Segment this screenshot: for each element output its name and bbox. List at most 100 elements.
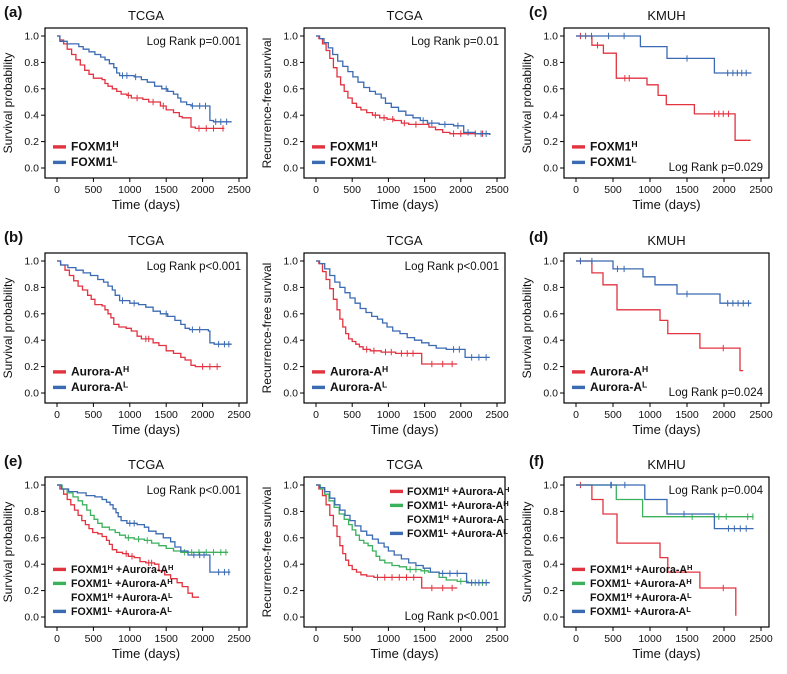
- y-tick-label: 0.2: [283, 136, 298, 148]
- y-tick-label: 0.6: [24, 83, 39, 95]
- plot-frame: [563, 476, 770, 628]
- censor-marks: [579, 32, 729, 118]
- censor-marks: [591, 32, 747, 77]
- panel-f-ylabel: Survival probability: [520, 502, 534, 603]
- y-tick-label: 0.4: [24, 110, 39, 122]
- y-tick-label: 0.0: [24, 612, 39, 624]
- censor-marks: [129, 520, 230, 576]
- y-tick-label: 0.8: [283, 282, 298, 294]
- y-tick-label: 1.0: [24, 256, 39, 268]
- panel-e-title: TCGA: [128, 457, 164, 472]
- y-tick-label: 0.8: [543, 282, 558, 294]
- x-tick-label: 500: [604, 409, 622, 421]
- x-tick-label: 2500: [227, 409, 251, 421]
- plot-frame: [44, 27, 248, 179]
- x-tick-label: 2000: [449, 633, 473, 645]
- panel-a-ylabel: Survival probability: [1, 53, 15, 154]
- panel-b-xlabel: Time (days): [112, 422, 180, 437]
- x-axis: 0 500 1000 1500 2000 2500: [313, 178, 509, 196]
- x-axis: 0 500 1000 1500 2000 2500: [313, 403, 509, 421]
- panel-a-title: TCGA: [128, 8, 164, 23]
- x-tick-label: 0: [54, 633, 60, 645]
- y-tick-label: 0.0: [283, 388, 298, 400]
- censor-marks: [453, 346, 487, 361]
- x-tick-label: 2000: [712, 633, 736, 645]
- y-tick-label: 1.0: [24, 31, 39, 43]
- legend-label: FOXM1L +Aurora-AL: [71, 605, 172, 618]
- curve-foxm1-l: [576, 35, 752, 74]
- y-tick-label: 1.0: [283, 480, 298, 492]
- panel-e2-chart: TCGA 0 500 1000 1500 2000 2500 0.0 0.2 0.4 0.6 0.8 1…: [260, 457, 510, 661]
- plot-frame: [303, 476, 506, 628]
- y-tick-label: 0.8: [24, 57, 39, 69]
- legend-label: Aurora-AL: [590, 379, 647, 394]
- legend-label: FOXM1L: [330, 154, 377, 169]
- censor-marks: [442, 570, 487, 586]
- panel-e2-xlabel: Time (days): [370, 646, 438, 661]
- panel-e-ylabel: Survival probability: [1, 502, 15, 603]
- y-tick-label: 1.0: [543, 256, 558, 268]
- y-tick-label: 0.8: [24, 282, 39, 294]
- panel-e2-title: TCGA: [386, 457, 422, 472]
- y-tick-label: 0.2: [543, 136, 558, 148]
- y-tick-label: 0.8: [283, 506, 298, 518]
- legend-label: FOXM1H: [330, 139, 378, 154]
- x-tick-label: 2000: [449, 409, 473, 421]
- y-tick-label: 0.6: [543, 83, 558, 95]
- panel-a2-chart: TCGA 0 500 1000 1500 2000 2500 0.0 0.2 0.4 0.6 0.8 1…: [260, 8, 509, 212]
- legend-label: Aurora-AL: [330, 379, 387, 394]
- censor-marks: [579, 257, 749, 307]
- y-tick-label: 0.4: [543, 559, 558, 571]
- x-tick-label: 2000: [191, 409, 215, 421]
- y-tick-label: 0.4: [283, 110, 298, 122]
- x-tick-label: 1000: [377, 409, 401, 421]
- x-tick-label: 0: [54, 184, 60, 196]
- x-tick-label: 1000: [638, 633, 662, 645]
- plot-frame: [563, 27, 770, 179]
- legend-label: FOXM1L +Aurora-AL: [590, 605, 691, 618]
- x-axis: 0 500 1000 1500 2000 2500: [573, 403, 773, 421]
- curve-aurora-a-h: [57, 260, 221, 368]
- legend-label: FOXM1H +Aurora-AL: [590, 591, 692, 604]
- curve-foxm1-l-aurora-a-l: [316, 484, 490, 584]
- curve-foxm1-l-aurora-a-l: [576, 484, 754, 530]
- x-tick-label: 500: [604, 633, 622, 645]
- y-tick-label: 1.0: [283, 256, 298, 268]
- panel-label-e: (e): [4, 453, 22, 470]
- x-axis: 0 500 1000 1500 2000 2500: [54, 178, 251, 196]
- x-tick-label: 0: [573, 184, 579, 196]
- curve-foxm1-h: [57, 35, 225, 130]
- y-axis: 0.0 0.2 0.4 0.6 0.8 1.0: [283, 31, 304, 175]
- x-tick-label: 1500: [155, 409, 179, 421]
- censor-marks: [377, 574, 453, 592]
- x-axis: 0 500 1000 1500 2000 2500: [573, 178, 773, 196]
- curve-foxm1-h: [316, 35, 491, 135]
- panel-b-title: TCGA: [128, 233, 164, 248]
- y-tick-label: 0.4: [24, 559, 39, 571]
- x-tick-label: 0: [313, 184, 319, 196]
- y-tick-label: 0.4: [543, 110, 558, 122]
- x-tick-label: 2000: [712, 409, 736, 421]
- y-tick-label: 0.2: [24, 136, 39, 148]
- panel-b-ylabel: Survival probability: [1, 278, 15, 379]
- x-tick-label: 1500: [155, 633, 179, 645]
- panel-d-xlabel: Time (days): [632, 422, 700, 437]
- curve-foxm1-h-aurora-a-h: [576, 484, 737, 616]
- x-tick-label: 2000: [712, 184, 736, 196]
- y-tick-label: 0.0: [24, 163, 39, 175]
- y-tick-label: 0.0: [543, 388, 558, 400]
- x-tick-label: 500: [604, 184, 622, 196]
- censor-marks: [127, 92, 224, 132]
- legend-label: FOXM1H +Aurora-AL: [407, 513, 509, 526]
- legend-label: FOXM1L: [590, 154, 637, 169]
